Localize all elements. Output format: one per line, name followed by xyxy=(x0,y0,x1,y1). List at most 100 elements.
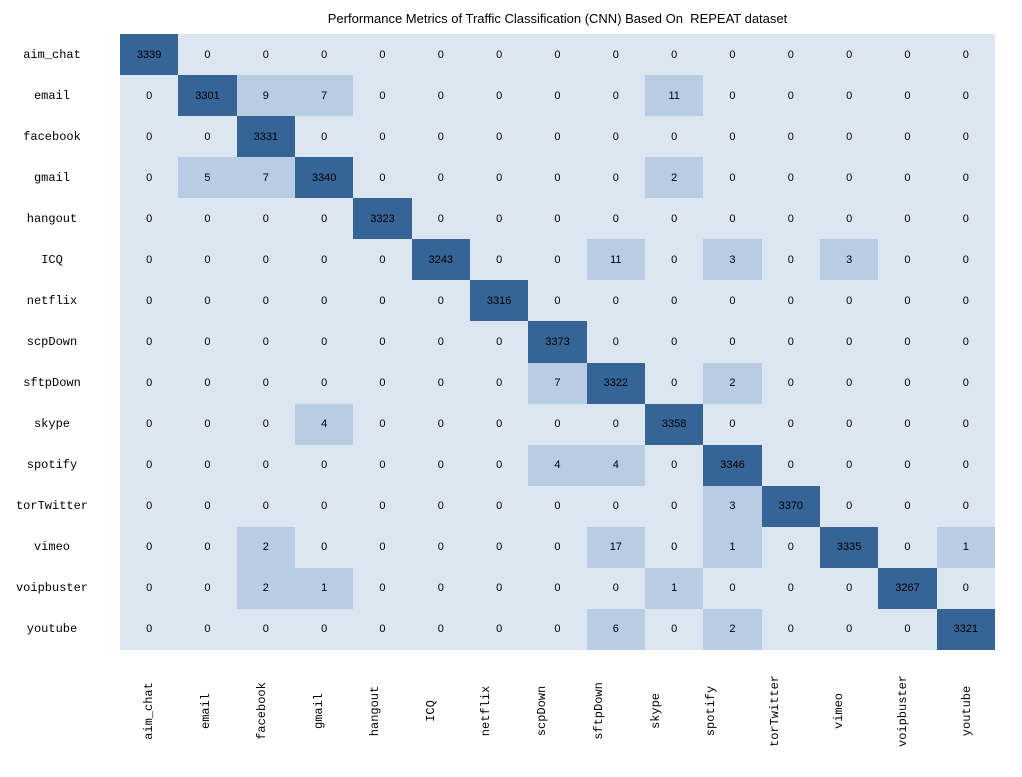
matrix-cell: 0 xyxy=(703,75,762,117)
matrix-cell: 0 xyxy=(819,608,879,650)
matrix-cell: 0 xyxy=(878,321,937,363)
matrix-cell: 3373 xyxy=(528,321,587,363)
matrix-cell: 0 xyxy=(644,321,704,363)
matrix-cell: 0 xyxy=(120,239,179,281)
matrix-cell: 0 xyxy=(411,444,470,486)
matrix-cell: 0 xyxy=(236,34,295,76)
matrix-cell: 3243 xyxy=(411,239,470,281)
matrix-cell: 4 xyxy=(294,403,354,445)
matrix-cell: 7 xyxy=(294,75,354,117)
matrix-cell: 2 xyxy=(236,567,295,609)
matrix-cell: 0 xyxy=(411,526,470,568)
matrix-cell: 0 xyxy=(236,362,295,404)
matrix-cell: 0 xyxy=(761,198,820,240)
matrix-cell: 0 xyxy=(469,526,529,568)
matrix-cell: 0 xyxy=(120,608,179,650)
col-label-netflix: netflix xyxy=(458,652,514,770)
matrix-cell: 11 xyxy=(586,239,645,281)
matrix-cell: 0 xyxy=(878,444,937,486)
col-label-skype: skype xyxy=(628,652,684,770)
matrix-cell: 0 xyxy=(644,608,704,650)
matrix-cell: 0 xyxy=(761,157,820,199)
matrix-cell: 0 xyxy=(761,75,820,117)
matrix-cell: 0 xyxy=(469,198,529,240)
matrix-cell: 0 xyxy=(528,75,587,117)
matrix-cell: 0 xyxy=(353,608,412,650)
matrix-cell: 0 xyxy=(936,34,995,76)
matrix-cell: 0 xyxy=(294,280,354,322)
matrix-cell: 3339 xyxy=(120,34,179,76)
chart-title: Performance Metrics of Traffic Classific… xyxy=(327,11,788,26)
matrix-cell: 0 xyxy=(411,608,470,650)
matrix-cell: 0 xyxy=(528,157,587,199)
col-label-youtube: youtube xyxy=(939,652,995,770)
matrix-cell: 0 xyxy=(644,34,704,76)
matrix-cell: 0 xyxy=(819,34,879,76)
matrix-cell: 1 xyxy=(644,567,704,609)
matrix-cell: 0 xyxy=(178,34,237,76)
matrix-cell: 1 xyxy=(294,567,354,609)
matrix-cell: 0 xyxy=(120,362,179,404)
col-label-text: vimeo xyxy=(832,692,847,730)
matrix-cell: 0 xyxy=(469,444,529,486)
matrix-cell: 2 xyxy=(644,157,704,199)
matrix-cell: 0 xyxy=(703,34,762,76)
matrix-cell: 0 xyxy=(353,239,412,281)
matrix-cell: 0 xyxy=(644,239,704,281)
x-axis-labels: aim_chat email facebook gmail hangout ICQ netf… xyxy=(120,652,995,770)
matrix-cell: 0 xyxy=(120,485,179,527)
matrix-cell: 0 xyxy=(353,280,412,322)
matrix-cell: 0 xyxy=(761,280,820,322)
matrix-cell: 0 xyxy=(469,567,529,609)
col-label-text: ICQ xyxy=(423,700,438,722)
matrix-cell: 0 xyxy=(936,280,995,322)
matrix-cell: 0 xyxy=(644,444,704,486)
matrix-cell: 0 xyxy=(819,321,879,363)
matrix-cell: 0 xyxy=(819,280,879,322)
matrix-cell: 0 xyxy=(411,157,470,199)
matrix-cell: 0 xyxy=(469,321,529,363)
matrix-cell: 0 xyxy=(586,34,645,76)
matrix-cell: 7 xyxy=(528,362,587,404)
matrix-cell: 3301 xyxy=(178,75,237,117)
matrix-cell: 0 xyxy=(178,526,237,568)
matrix-cell: 0 xyxy=(294,444,354,486)
matrix-cell: 0 xyxy=(411,34,470,76)
matrix-cell: 0 xyxy=(528,608,587,650)
matrix-cell: 0 xyxy=(761,239,820,281)
matrix-cell: 3321 xyxy=(936,608,995,650)
matrix-cell: 1 xyxy=(936,526,995,568)
matrix-cell: 0 xyxy=(586,198,645,240)
matrix-cell: 0 xyxy=(761,608,820,650)
col-label-hangout: hangout xyxy=(347,652,403,770)
heatmap-grid: 3339 0 0 0 0 0 0 0 0 0 0 0 0 0 0 0 3301 9 7 0 0 0 0 0 11 0 0 0 0 0 0 0 3… xyxy=(120,34,995,650)
matrix-cell: 0 xyxy=(294,116,354,158)
matrix-cell: 2 xyxy=(703,608,762,650)
matrix-cell: 0 xyxy=(353,403,412,445)
matrix-cell: 0 xyxy=(236,198,295,240)
matrix-cell: 0 xyxy=(644,116,704,158)
matrix-cell: 11 xyxy=(644,75,704,117)
matrix-cell: 0 xyxy=(294,526,354,568)
matrix-cell: 0 xyxy=(586,116,645,158)
matrix-cell: 0 xyxy=(878,34,937,76)
matrix-cell: 0 xyxy=(469,75,529,117)
row-label-voipbuster: voipbuster xyxy=(15,581,88,596)
matrix-cell: 0 xyxy=(353,362,412,404)
matrix-cell: 0 xyxy=(236,608,295,650)
matrix-cell: 0 xyxy=(178,280,237,322)
matrix-cell: 0 xyxy=(819,485,879,527)
matrix-cell: 0 xyxy=(353,567,412,609)
col-label-text: aim_chat xyxy=(141,682,156,740)
col-label-text: voipbuster xyxy=(896,674,911,748)
matrix-cell: 0 xyxy=(178,485,237,527)
matrix-cell: 0 xyxy=(353,34,412,76)
matrix-cell: 0 xyxy=(703,321,762,363)
matrix-cell: 0 xyxy=(819,116,879,158)
matrix-cell: 0 xyxy=(353,75,412,117)
matrix-cell: 17 xyxy=(586,526,645,568)
matrix-cell: 0 xyxy=(353,526,412,568)
row-label-skype: skype xyxy=(33,417,70,432)
matrix-cell: 0 xyxy=(761,34,820,76)
